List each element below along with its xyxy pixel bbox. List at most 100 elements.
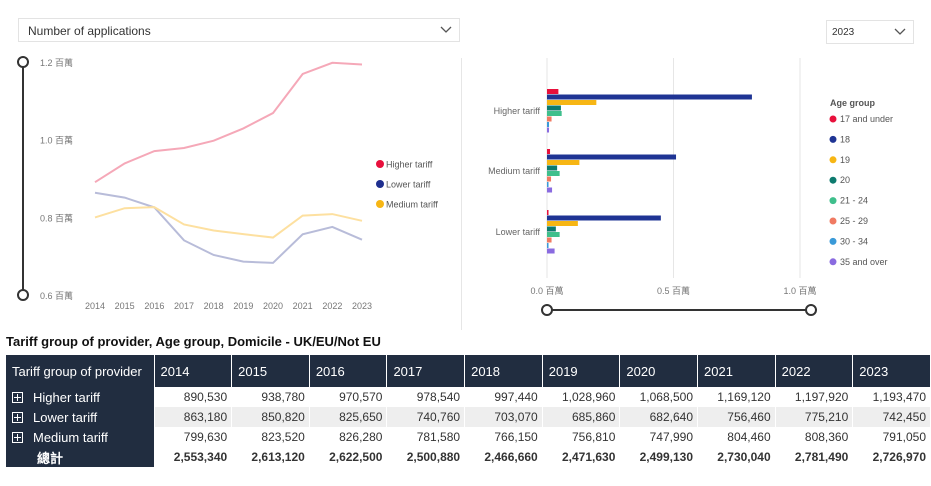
- bar-25---29[interactable]: [547, 116, 552, 122]
- table-cell: 938,780: [231, 387, 310, 407]
- legend-label: Lower tariff: [386, 180, 431, 190]
- y-category-label: Lower tariff: [496, 227, 541, 237]
- row-label: Lower tariff: [33, 409, 98, 425]
- year-dropdown-value: 2023: [832, 27, 855, 38]
- x-tick-label: 2019: [233, 301, 253, 311]
- column-header-tariff-group[interactable]: Tariff group of provider: [6, 355, 155, 387]
- bar-21---24[interactable]: [547, 232, 560, 237]
- legend-marker: [376, 160, 384, 168]
- expand-plus-icon[interactable]: [12, 391, 23, 403]
- y-range-handle-bottom[interactable]: [17, 289, 29, 301]
- bar-20[interactable]: [547, 105, 561, 111]
- bar-20[interactable]: [547, 165, 558, 171]
- table-cell: 703,070: [464, 407, 543, 427]
- row-header: Medium tariff: [6, 427, 155, 447]
- series-line-lower-tariff[interactable]: [94, 191, 363, 264]
- table-cell: 775,210: [775, 407, 854, 427]
- year-dropdown[interactable]: 2023: [826, 20, 914, 44]
- x-range-handle-left[interactable]: [541, 304, 553, 316]
- bar-18[interactable]: [547, 215, 661, 221]
- column-header-year[interactable]: 2019: [542, 355, 621, 387]
- series-line-medium-tariff[interactable]: [94, 206, 363, 239]
- row-header: Lower tariff: [6, 407, 155, 427]
- expand-plus-icon[interactable]: [12, 431, 23, 443]
- column-header-year[interactable]: 2017: [386, 355, 466, 387]
- column-header-year[interactable]: 2018: [464, 355, 543, 387]
- table-cell: 1,169,120: [697, 387, 776, 407]
- table-cell: 766,150: [464, 427, 543, 447]
- bar-20[interactable]: [547, 226, 556, 232]
- bar-19[interactable]: [547, 221, 578, 226]
- series-line-higher-tariff[interactable]: [94, 61, 363, 184]
- measure-dropdown[interactable]: Number of applications: [18, 18, 460, 42]
- divider: [461, 58, 462, 330]
- bar-17-and-under[interactable]: [547, 89, 559, 94]
- table-cell: 747,990: [619, 427, 699, 447]
- column-header-year[interactable]: 2022: [775, 355, 854, 387]
- legend-marker: [376, 180, 384, 188]
- total-cell: 2,466,660: [464, 447, 543, 467]
- line-chart: 1.2 百萬 1.0 百萬 0.8 百萬 0.6 百萬 2014 2015 2016 2017…: [17, 56, 438, 311]
- y-category-label: Medium tariff: [488, 166, 540, 176]
- column-header-year[interactable]: 2021: [697, 355, 776, 387]
- column-header-year[interactable]: 2014: [154, 355, 233, 387]
- row-label: Higher tariff: [33, 389, 100, 405]
- bar-30---34[interactable]: [547, 182, 549, 187]
- column-header-year[interactable]: 2015: [231, 355, 310, 387]
- x-range-handle-right[interactable]: [805, 304, 817, 316]
- table-cell: 1,028,960: [542, 387, 621, 407]
- legend-marker: [376, 200, 384, 208]
- bar-25---29[interactable]: [547, 176, 552, 182]
- column-header-year[interactable]: 2020: [619, 355, 699, 387]
- legend-marker: [829, 156, 837, 164]
- expand-plus-icon[interactable]: [12, 411, 23, 423]
- total-cell: 2,781,490: [775, 447, 854, 467]
- table-cell: 863,180: [154, 407, 233, 427]
- table-cell: 823,520: [231, 427, 310, 447]
- bar-18[interactable]: [547, 94, 752, 100]
- bar-35-and-over[interactable]: [547, 248, 555, 254]
- x-tick-label: 0.0 百萬: [530, 285, 563, 296]
- x-tick-label: 2021: [293, 301, 313, 311]
- table-cell: 826,280: [309, 427, 388, 447]
- table-cell: 825,650: [309, 407, 388, 427]
- bar-35-and-over[interactable]: [547, 187, 553, 193]
- row-header: Higher tariff: [6, 387, 155, 407]
- y-range-handle-top[interactable]: [17, 56, 29, 68]
- x-tick-label: 2017: [174, 301, 194, 311]
- bar-35-and-over[interactable]: [547, 127, 550, 133]
- table-cell: 1,197,920: [775, 387, 854, 407]
- measure-dropdown-value: Number of applications: [28, 24, 151, 38]
- legend-label: 19: [840, 155, 850, 165]
- bar-19[interactable]: [547, 160, 580, 165]
- x-tick-label: 2023: [352, 301, 372, 311]
- y-tick-label: 1.0 百萬: [40, 135, 73, 146]
- column-header-year[interactable]: 2016: [309, 355, 388, 387]
- bar-25---29[interactable]: [547, 237, 552, 243]
- bar-30---34[interactable]: [547, 243, 549, 248]
- bar-21---24[interactable]: [547, 111, 562, 116]
- table-cell: 1,193,470: [852, 387, 931, 407]
- total-cell: 2,500,880: [386, 447, 466, 467]
- legend-label: 35 and over: [840, 257, 888, 267]
- bar-17-and-under[interactable]: [547, 210, 549, 215]
- x-tick-label: 2016: [144, 301, 164, 311]
- bar-21---24[interactable]: [547, 171, 560, 176]
- legend-marker: [829, 237, 837, 245]
- bar-18[interactable]: [547, 154, 677, 160]
- bar-30---34[interactable]: [547, 122, 550, 127]
- legend-label: 21 - 24: [840, 196, 868, 206]
- table-row: Higher tariff 890,530 938,780 970,570 978,54…: [6, 387, 931, 407]
- column-header-year[interactable]: 2023: [852, 355, 931, 387]
- table-cell: 850,820: [231, 407, 310, 427]
- total-cell: 2,622,500: [309, 447, 388, 467]
- table-cell: 685,860: [542, 407, 621, 427]
- bar-17-and-under[interactable]: [547, 149, 551, 154]
- bar-19[interactable]: [547, 100, 597, 105]
- table-cell: 978,540: [386, 387, 466, 407]
- total-label: 總計: [6, 447, 155, 467]
- table-header-row: Tariff group of provider 2014 2015 2016 2017…: [6, 355, 931, 387]
- data-table: Tariff group of provider 2014 2015 2016 2017…: [6, 355, 931, 467]
- table-cell: 997,440: [464, 387, 543, 407]
- y-tick-label: 0.8 百萬: [40, 212, 73, 223]
